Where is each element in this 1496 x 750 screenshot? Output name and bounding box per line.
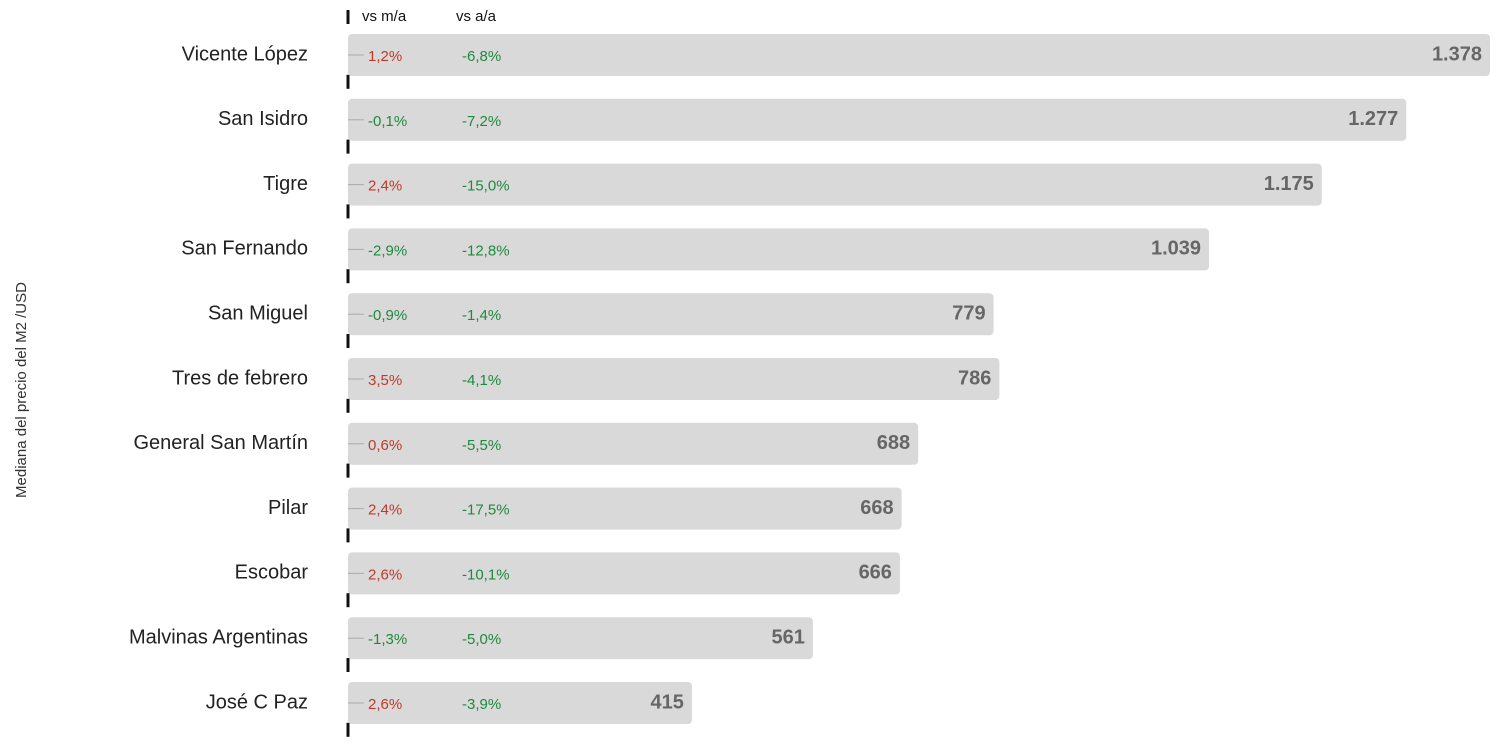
change-label: -12,8% bbox=[462, 242, 510, 259]
value-label: 415 bbox=[651, 691, 684, 713]
change-label: -6,8% bbox=[462, 48, 501, 65]
bar bbox=[348, 293, 994, 336]
value-label: 666 bbox=[859, 562, 892, 584]
change-label: 1,2% bbox=[368, 48, 402, 65]
value-label: 1.175 bbox=[1264, 173, 1314, 195]
bar bbox=[348, 422, 919, 465]
value-label: 1.277 bbox=[1348, 108, 1398, 130]
value-label: 688 bbox=[877, 432, 910, 454]
column-header: vs a/a bbox=[456, 8, 497, 25]
change-label: 2,4% bbox=[368, 502, 402, 519]
category-label: Vicente López bbox=[182, 43, 308, 65]
change-label: -1,4% bbox=[462, 307, 501, 324]
change-label: -4,1% bbox=[462, 372, 501, 389]
value-label: 1.378 bbox=[1432, 43, 1482, 65]
bar bbox=[348, 682, 692, 724]
change-label: -0,9% bbox=[368, 307, 407, 324]
bar bbox=[348, 228, 1210, 271]
value-label: 779 bbox=[952, 302, 985, 324]
change-label: -17,5% bbox=[462, 502, 510, 519]
bar bbox=[348, 358, 1000, 400]
category-label: San Isidro bbox=[218, 108, 308, 130]
bar bbox=[348, 98, 1407, 141]
bar bbox=[348, 163, 1322, 206]
bar bbox=[348, 487, 902, 530]
category-label: Tres de febrero bbox=[172, 367, 308, 389]
bar bbox=[348, 617, 813, 660]
change-label: 2,4% bbox=[368, 178, 402, 195]
change-label: -15,0% bbox=[462, 178, 510, 195]
value-label: 1.039 bbox=[1151, 238, 1201, 260]
change-label: 3,5% bbox=[368, 372, 402, 389]
category-label: General San Martín bbox=[133, 432, 308, 454]
y-axis-label: Mediana del precio del M2 /USD bbox=[13, 282, 30, 498]
change-label: 2,6% bbox=[368, 696, 402, 713]
value-label: 668 bbox=[860, 497, 893, 519]
change-label: -3,9% bbox=[462, 696, 501, 713]
value-label: 786 bbox=[958, 367, 991, 389]
change-label: -10,1% bbox=[462, 566, 510, 583]
change-label: -5,5% bbox=[462, 437, 501, 454]
column-header: vs m/a bbox=[362, 8, 407, 25]
bar bbox=[348, 34, 1490, 76]
category-label: Escobar bbox=[235, 562, 309, 584]
category-label: Tigre bbox=[263, 173, 308, 195]
change-label: -7,2% bbox=[462, 113, 501, 130]
change-label: -5,0% bbox=[462, 631, 501, 648]
change-label: -2,9% bbox=[368, 242, 407, 259]
category-label: Malvinas Argentinas bbox=[129, 626, 308, 648]
value-label: 561 bbox=[772, 626, 805, 648]
change-label: -0,1% bbox=[368, 113, 407, 130]
change-label: -1,3% bbox=[368, 631, 407, 648]
bar bbox=[348, 552, 900, 595]
category-label: San Miguel bbox=[208, 302, 308, 324]
category-label: Pilar bbox=[268, 497, 308, 519]
change-label: 0,6% bbox=[368, 437, 402, 454]
category-label: San Fernando bbox=[181, 238, 308, 260]
change-label: 2,6% bbox=[368, 566, 402, 583]
category-label: José C Paz bbox=[206, 691, 308, 713]
